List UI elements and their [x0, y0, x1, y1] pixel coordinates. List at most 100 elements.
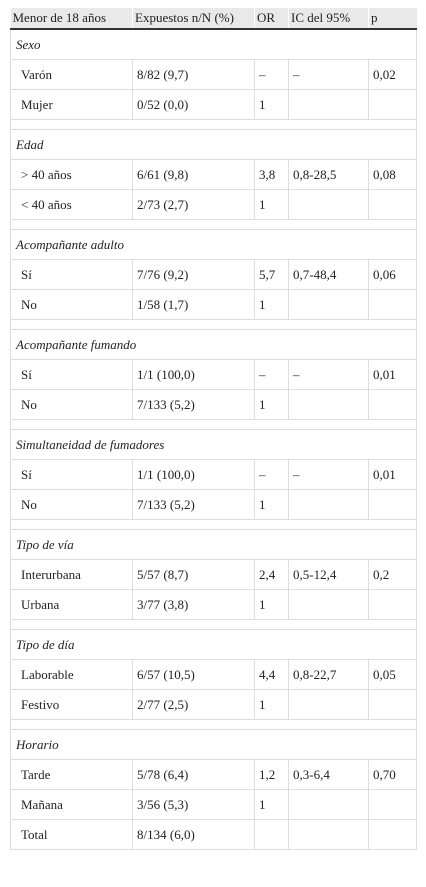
p-cell: 0,06 — [368, 259, 417, 290]
p-cell: 0,02 — [368, 59, 417, 90]
table-row: Mujer 0/52 (0,0) 1 — [10, 89, 417, 120]
or-cell: 1 — [254, 789, 289, 820]
label-cell: Mañana — [10, 789, 133, 820]
spacer-cell — [10, 319, 417, 330]
exposed-cell: 2/77 (2,5) — [132, 689, 255, 720]
label-cell: Sí — [10, 459, 133, 490]
exposed-cell: 6/61 (9,8) — [132, 159, 255, 190]
p-cell: 0,70 — [368, 759, 417, 790]
ci-cell: 0,3-6,4 — [288, 759, 369, 790]
p-cell: 0,01 — [368, 459, 417, 490]
header-row: Menor de 18 años Expuestos n/N (%) OR IC… — [10, 8, 417, 30]
ci-cell: 0,8-22,7 — [288, 659, 369, 690]
label-cell: Festivo — [10, 689, 133, 720]
table-row: Sí 7/76 (9,2) 5,7 0,7-48,4 0,06 — [10, 259, 417, 290]
exposed-cell: 1/1 (100,0) — [132, 359, 255, 390]
ci-cell: – — [288, 459, 369, 490]
spacer-row — [10, 419, 417, 430]
table-row: < 40 años 2/73 (2,7) 1 — [10, 189, 417, 220]
section-row: Acompañante fumando — [10, 329, 417, 360]
spacer-row — [10, 219, 417, 230]
or-cell — [254, 819, 289, 850]
section-row: Edad — [10, 129, 417, 160]
section-title: Horario — [10, 729, 417, 760]
label-cell: Interurbana — [10, 559, 133, 590]
p-cell — [368, 489, 417, 520]
label-cell: Urbana — [10, 589, 133, 620]
table-row: Urbana 3/77 (3,8) 1 — [10, 589, 417, 620]
p-cell — [368, 689, 417, 720]
ci-cell: – — [288, 359, 369, 390]
table-row: Sí 1/1 (100,0) – –0,01 — [10, 459, 417, 490]
section-title: Simultaneidad de fumadores — [10, 429, 417, 460]
label-cell: < 40 años — [10, 189, 133, 220]
or-cell: 1 — [254, 689, 289, 720]
label-cell: Laborable — [10, 659, 133, 690]
label-cell: No — [10, 489, 133, 520]
or-cell: 1 — [254, 589, 289, 620]
ci-cell — [288, 89, 369, 120]
ci-cell — [288, 819, 369, 850]
label-cell: Tarde — [10, 759, 133, 790]
ci-cell: 0,5-12,4 — [288, 559, 369, 590]
ci-cell — [288, 189, 369, 220]
section-title: Edad — [10, 129, 417, 160]
spacer-row — [10, 519, 417, 530]
section-row: Acompañante adulto — [10, 229, 417, 260]
p-cell: 0,08 — [368, 159, 417, 190]
p-cell — [368, 389, 417, 420]
exposed-cell: 7/76 (9,2) — [132, 259, 255, 290]
ci-cell: 0,8-28,5 — [288, 159, 369, 190]
exposed-cell: 0/52 (0,0) — [132, 89, 255, 120]
or-cell: 1 — [254, 489, 289, 520]
exposed-cell: 1/1 (100,0) — [132, 459, 255, 490]
p-cell — [368, 289, 417, 320]
label-cell: No — [10, 289, 133, 320]
ci-cell — [288, 589, 369, 620]
exposed-cell: 7/133 (5,2) — [132, 489, 255, 520]
table-row: Interurbana 5/57 (8,7) 2,4 0,5-12,4 0,2 — [10, 559, 417, 590]
p-cell — [368, 789, 417, 820]
exposed-cell: 8/134 (6,0) — [132, 819, 255, 850]
table-body: Sexo Varón 8/82 (9,7) – –0,02 Mujer 0/52 (0,0)… — [10, 28, 417, 850]
ci-cell — [288, 689, 369, 720]
table-row: Total 8/134 (6,0) — [10, 819, 417, 850]
or-cell: 1 — [254, 389, 289, 420]
table-row: Sí 1/1 (100,0) – –0,01 — [10, 359, 417, 390]
or-cell: – — [254, 59, 289, 90]
label-cell: Varón — [10, 59, 133, 90]
p-cell — [368, 189, 417, 220]
exposure-table: Menor de 18 años Expuestos n/N (%) OR IC… — [10, 8, 417, 850]
or-cell: – — [254, 359, 289, 390]
section-row: Horario — [10, 729, 417, 760]
or-cell: 5,7 — [254, 259, 289, 290]
exposed-cell: 2/73 (2,7) — [132, 189, 255, 220]
label-cell: > 40 años — [10, 159, 133, 190]
section-title: Tipo de día — [10, 629, 417, 660]
spacer-row — [10, 719, 417, 730]
header-p: p — [368, 8, 417, 30]
exposed-cell: 5/57 (8,7) — [132, 559, 255, 590]
spacer-row — [10, 319, 417, 330]
or-cell: 1,2 — [254, 759, 289, 790]
spacer-cell — [10, 419, 417, 430]
section-title: Tipo de vía — [10, 529, 417, 560]
label-cell: No — [10, 389, 133, 420]
exposed-cell: 8/82 (9,7) — [132, 59, 255, 90]
label-cell: Sí — [10, 259, 133, 290]
table-row: Varón 8/82 (9,7) – –0,02 — [10, 59, 417, 90]
table-row: No 7/133 (5,2) 1 — [10, 389, 417, 420]
table-row: Festivo 2/77 (2,5) 1 — [10, 689, 417, 720]
spacer-row — [10, 619, 417, 630]
ci-cell — [288, 789, 369, 820]
section-row: Tipo de día — [10, 629, 417, 660]
p-cell: 0,2 — [368, 559, 417, 590]
p-cell — [368, 89, 417, 120]
exposed-cell: 1/58 (1,7) — [132, 289, 255, 320]
table-row: No 1/58 (1,7) 1 — [10, 289, 417, 320]
exposed-cell: 6/57 (10,5) — [132, 659, 255, 690]
ci-cell: 0,7-48,4 — [288, 259, 369, 290]
spacer-cell — [10, 719, 417, 730]
section-title: Acompañante adulto — [10, 229, 417, 260]
section-title: Sexo — [10, 28, 417, 60]
